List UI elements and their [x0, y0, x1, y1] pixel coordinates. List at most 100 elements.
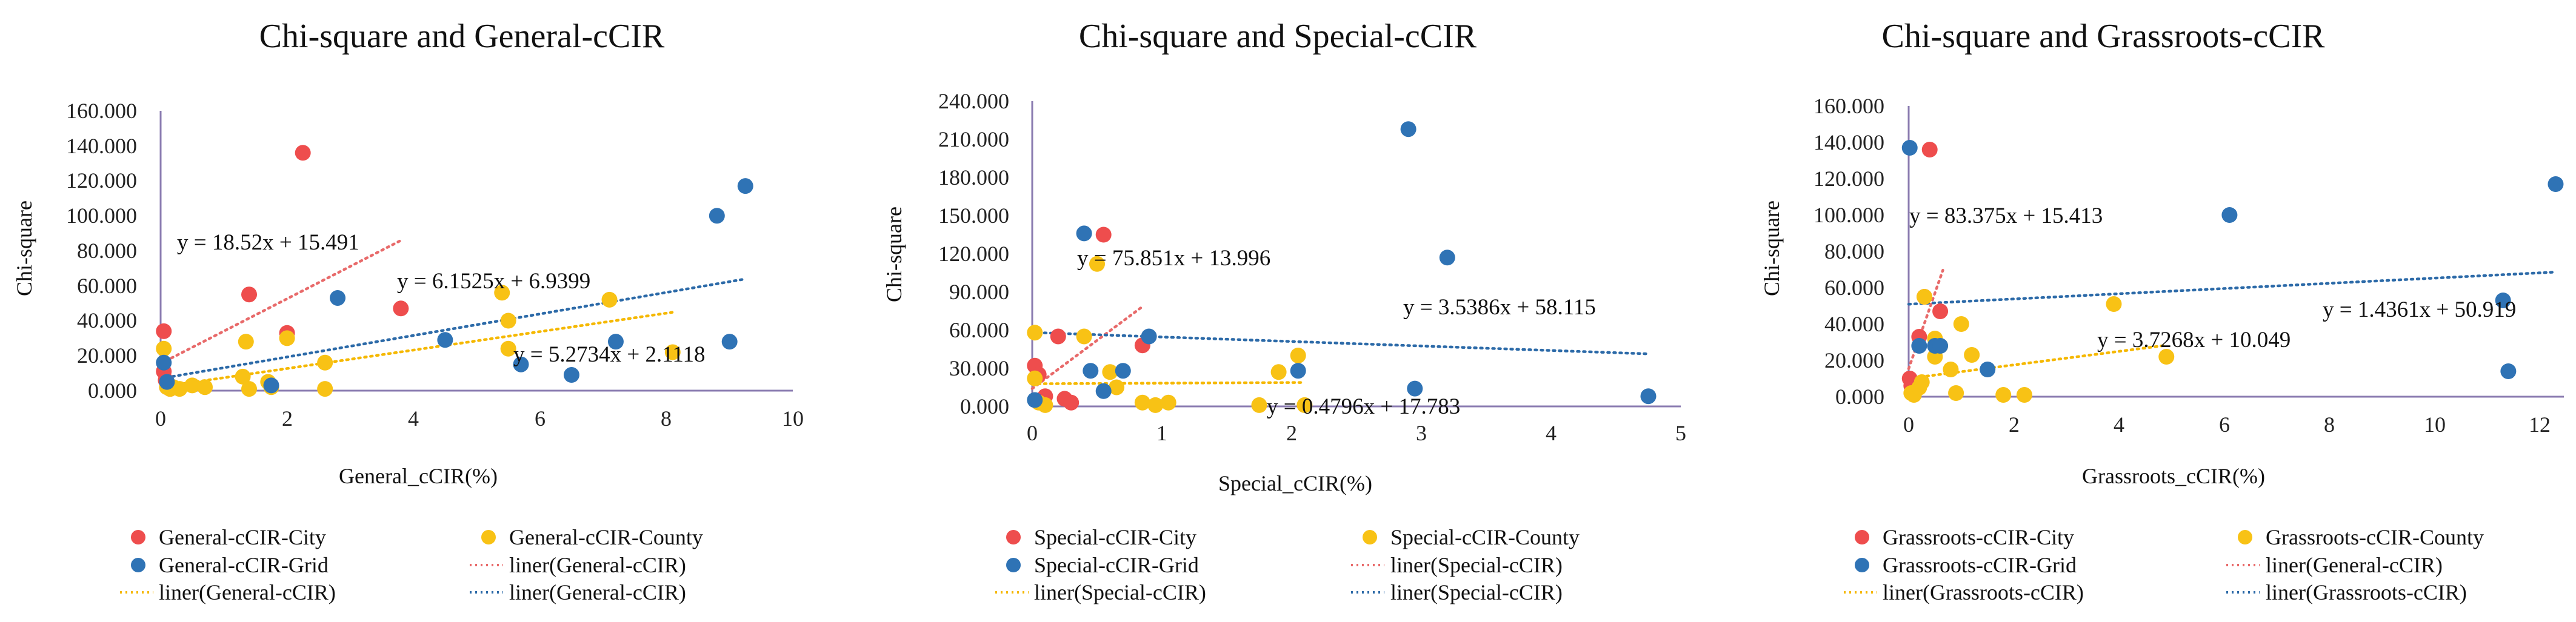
- plot-area: [1027, 101, 1681, 413]
- x-tick-label: 2: [2009, 412, 2020, 437]
- y-tick-label: 120.000: [938, 242, 1009, 266]
- legend-label: Grassroots-cCIR-City: [1883, 525, 2074, 549]
- legend: General-cCIR-City General-cCIR-County Ge…: [120, 525, 703, 604]
- data-point: [184, 377, 201, 394]
- y-tick-label: 100.000: [1814, 203, 1884, 227]
- x-tick-label: 2: [1286, 421, 1297, 445]
- data-point: [1027, 325, 1043, 341]
- legend-marker-county: [481, 530, 496, 544]
- x-tick-label: 6: [535, 406, 546, 431]
- y-tick-label: 0.000: [1835, 385, 1884, 409]
- x-axis-label: Special_cCIR(%): [1218, 471, 1372, 495]
- legend-label: General-cCIR-County: [509, 525, 703, 549]
- data-point: [156, 323, 172, 339]
- trendline-equation: y = 0.4796x + 17.783: [1267, 394, 1460, 419]
- data-point: [1943, 362, 1959, 377]
- data-point: [1251, 397, 1267, 413]
- x-tick-label: 0: [155, 406, 166, 431]
- trendline: [159, 239, 402, 365]
- legend: Special-cCIR-City Special-cCIR-County Sp…: [995, 525, 1580, 604]
- y-tick-label: 120.000: [66, 168, 137, 193]
- data-point: [1932, 338, 1949, 354]
- data-point: [2221, 207, 2238, 223]
- legend-marker-county: [1363, 530, 1377, 544]
- data-point: [1089, 256, 1105, 272]
- legend-label: liner(General-cCIR): [509, 553, 686, 577]
- y-tick-label: 150.000: [938, 203, 1009, 228]
- y-tick-label: 160.000: [1814, 94, 1884, 118]
- chart-title: Chi-square and Grassroots-cCIR: [1882, 18, 2326, 55]
- data-point: [1102, 364, 1118, 380]
- data-point: [1027, 392, 1043, 408]
- trendline: [1907, 268, 1944, 371]
- data-point: [172, 381, 188, 397]
- data-point: [241, 286, 258, 303]
- y-tick-label: 140.000: [1814, 130, 1884, 154]
- x-tick-label: 5: [1675, 421, 1686, 445]
- data-point: [494, 285, 510, 301]
- data-point: [563, 367, 579, 383]
- data-point: [737, 178, 753, 194]
- legend: Grassroots-cCIR-City Grassroots-cCIR-Cou…: [1844, 525, 2484, 604]
- data-point: [1083, 363, 1099, 379]
- y-tick-label: 120.000: [1814, 167, 1884, 191]
- x-tick-labels: 0 1 2 3 4 5: [1027, 421, 1686, 445]
- data-point: [1932, 303, 1949, 319]
- x-tick-label: 10: [2424, 412, 2446, 437]
- data-point: [317, 354, 333, 371]
- data-point: [1050, 328, 1066, 345]
- x-tick-labels: 0 2 4 6 8 10: [155, 406, 804, 431]
- y-tick-label: 140.000: [66, 134, 137, 158]
- legend-marker-grid: [1855, 558, 1869, 572]
- legend-label: Grassroots-cCIR-County: [2266, 525, 2484, 549]
- data-point: [1964, 347, 1980, 363]
- data-point: [664, 344, 681, 360]
- plot-area: [1901, 106, 2564, 403]
- data-point: [235, 368, 251, 385]
- legend-label: liner(Special-cCIR): [1390, 580, 1563, 604]
- legend-label: liner(Grassroots-cCIR): [2266, 580, 2467, 604]
- data-point: [156, 354, 172, 371]
- trendline: [159, 277, 747, 380]
- data-point: [500, 340, 516, 357]
- legend-marker-grid: [131, 558, 145, 572]
- data-point: [2500, 363, 2517, 379]
- y-tick-label: 60.000: [77, 274, 137, 298]
- data-point: [2106, 296, 2122, 312]
- x-tick-label: 0: [1903, 412, 1914, 437]
- data-point: [1115, 363, 1131, 379]
- trendline: [1030, 381, 1306, 385]
- data-point: [156, 340, 172, 357]
- x-tick-label: 0: [1027, 421, 1038, 445]
- legend-label: Grassroots-cCIR-Grid: [1883, 553, 2077, 577]
- x-axis-label: Grassroots_cCIR(%): [2082, 464, 2265, 488]
- y-tick-label: 60.000: [949, 318, 1009, 342]
- data-point: [1160, 394, 1176, 411]
- data-point: [330, 289, 346, 306]
- x-tick-label: 6: [2219, 412, 2230, 437]
- data-point: [1917, 289, 1933, 305]
- y-axis-label: Chi-square: [1760, 200, 1784, 296]
- data-point: [2548, 176, 2564, 192]
- trendline-equation: y = 1.4361x + 50.919: [2323, 297, 2516, 322]
- data-point: [1063, 394, 1079, 411]
- x-tick-label: 12: [2529, 412, 2551, 437]
- data-point: [1980, 362, 1996, 377]
- data-point: [1640, 388, 1657, 405]
- data-point: [393, 300, 409, 317]
- data-point: [1400, 121, 1416, 137]
- data-point: [1076, 328, 1092, 345]
- x-tick-label: 1: [1156, 421, 1167, 445]
- legend-label: liner(Special-cCIR): [1034, 580, 1206, 604]
- equation-labels: y = 75.851x + 13.996 y = 3.5386x + 58.11…: [1077, 246, 1596, 419]
- data-point: [241, 381, 258, 397]
- data-point: [1439, 250, 1455, 266]
- legend-label: Special-cCIR-Grid: [1034, 553, 1199, 577]
- data-point: [1141, 328, 1157, 345]
- data-point: [1901, 140, 1918, 156]
- x-tick-label: 3: [1416, 421, 1427, 445]
- chart-title: Chi-square and Special-cCIR: [1079, 18, 1477, 55]
- data-point: [721, 334, 738, 350]
- x-tick-label: 10: [782, 406, 804, 431]
- y-tick-labels: 0.000 20.000 40.000 60.000 80.000 100.00…: [1814, 94, 1884, 409]
